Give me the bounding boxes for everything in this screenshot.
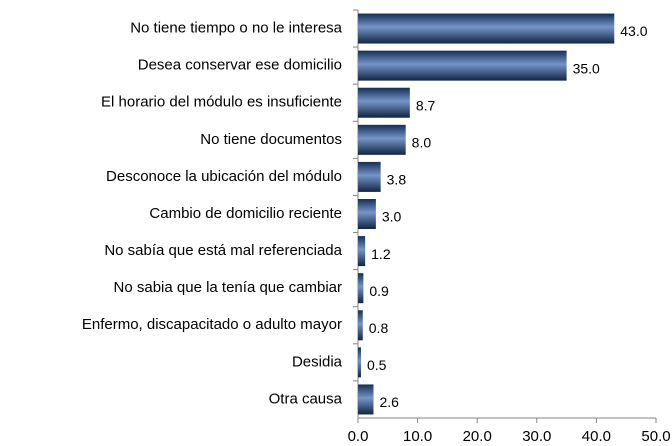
x-tick-label: 40.0 (582, 428, 611, 445)
x-tick-label: 10.0 (403, 428, 432, 445)
data-label: 2.6 (379, 394, 399, 410)
y-tick-label: Cambio de domicilio reciente (149, 205, 342, 222)
y-tick-label: El horario del módulo es insuficiente (101, 94, 342, 111)
x-tick-label: 0.0 (348, 428, 369, 445)
data-label: 1.2 (371, 246, 391, 262)
bar (358, 199, 376, 229)
data-label: 0.5 (367, 357, 387, 373)
bar (358, 124, 406, 155)
bar (358, 273, 364, 304)
y-tick-label: Enfermo, discapacitado o adulto mayor (82, 316, 342, 333)
bar (358, 384, 374, 415)
bar (358, 50, 567, 81)
data-label: 0.8 (369, 320, 389, 336)
y-tick-label: Desea conservar ese domicilio (138, 57, 342, 74)
data-label: 35.0 (573, 60, 600, 76)
bar (358, 347, 361, 378)
data-label: 3.0 (382, 209, 402, 225)
x-tick-label: 50.0 (641, 428, 670, 445)
data-label: 43.0 (620, 23, 647, 39)
bar (358, 87, 410, 118)
bar (358, 13, 615, 44)
y-tick-label: No tiene documentos (200, 131, 342, 148)
y-tick-label: No tiene tiempo o no le interesa (130, 20, 342, 37)
data-label: 8.0 (412, 135, 432, 151)
y-tick-label: Desconoce la ubicación del módulo (106, 168, 342, 185)
data-label: 0.9 (369, 283, 389, 299)
y-tick-label: No sabía que está mal referenciada (104, 242, 342, 259)
y-tick-label: No sabia que la tenía que cambiar (114, 279, 342, 296)
bar (358, 236, 366, 267)
bar (358, 161, 381, 192)
bar (358, 310, 363, 341)
y-tick-label: Desidia (292, 353, 343, 370)
x-tick-label: 20.0 (463, 428, 492, 445)
data-label: 8.7 (416, 97, 436, 113)
data-label: 3.8 (387, 172, 407, 188)
y-tick-label: Otra causa (269, 390, 343, 407)
x-tick-label: 30.0 (522, 428, 551, 445)
